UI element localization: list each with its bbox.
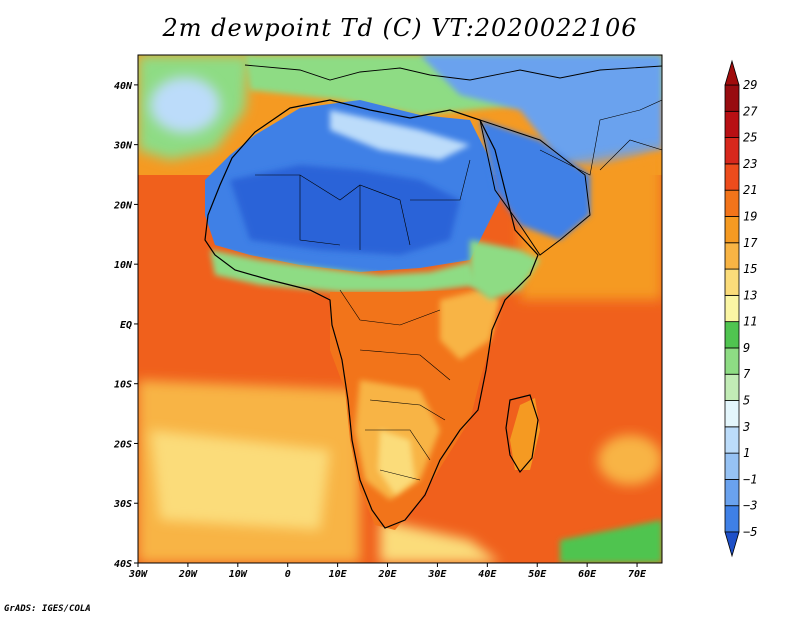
- east-africa-highlands: [440, 290, 500, 360]
- colorbar-swatch: [724, 137, 740, 165]
- colorbar-swatch: [724, 294, 740, 323]
- colorbar-level-label: 21: [743, 183, 757, 197]
- colorbar-level-label: 5: [743, 394, 750, 408]
- colorbar-swatch: [724, 189, 740, 217]
- lon-tick-label: 0: [285, 569, 291, 580]
- lat-tick-label: EQ: [120, 320, 132, 331]
- lat-tick-label: 10N: [114, 260, 133, 271]
- lat-tick-label: 30N: [113, 141, 133, 152]
- lat-tick-label: 20S: [113, 439, 132, 450]
- colorbar-swatch: [724, 347, 740, 375]
- colorbar-level-label: 1: [743, 446, 750, 460]
- colorbar-level-label: 27: [743, 104, 758, 118]
- lon-tick-label: 30E: [427, 569, 447, 580]
- colorbar-swatch: [724, 268, 740, 296]
- colorbar-swatch: [724, 321, 740, 349]
- colorbar-level-label: 29: [743, 78, 757, 92]
- lat-tick-label: 40S: [114, 559, 132, 570]
- lon-tick-label: 50E: [528, 569, 547, 580]
- arabia-coastline: [479, 119, 591, 256]
- colorbar-level-label: 17: [743, 236, 758, 250]
- lon-tick-label: 40E: [478, 569, 497, 580]
- country-borders: [255, 99, 662, 481]
- lon-tick-label: 60E: [578, 569, 597, 580]
- lon-tick-label: 20E: [377, 569, 397, 580]
- colorbar-swatch: [724, 163, 740, 191]
- colorbar-level-label: −3: [743, 499, 757, 513]
- lat-tick-label: 10S: [114, 380, 132, 391]
- colorbar-level-label: 23: [743, 157, 757, 171]
- colorbar-level-label: 11: [743, 315, 757, 329]
- arabia-dry-field: [480, 120, 590, 240]
- colorbar-swatch: [724, 110, 740, 138]
- map-frame: [137, 54, 663, 564]
- colorbar-swatch: [724, 479, 740, 507]
- europe-coastline: [244, 64, 662, 81]
- lon-tick-label: 10E: [329, 569, 348, 580]
- madagascar-coastline: [505, 394, 539, 474]
- colorbar-swatch: [724, 505, 740, 533]
- indian-ocean-eddy: [598, 435, 662, 485]
- ethiopia-highlands: [470, 240, 540, 300]
- north-atlantic-cyclone: [150, 77, 220, 133]
- south-atlantic-dry-patch: [150, 430, 330, 530]
- lat-tick-label: 40N: [114, 81, 133, 92]
- map-title: 2m dewpoint Td (C) VT:2020022106: [162, 14, 638, 42]
- colorbar-swatch: [724, 452, 740, 480]
- colorbar-swatch: [724, 400, 740, 428]
- colorbar-level-label: 15: [743, 262, 757, 276]
- colorbar-level-label: 9: [743, 341, 750, 355]
- lon-tick-label: 20W: [178, 569, 198, 580]
- colorbar-level-label: −1: [743, 472, 757, 486]
- axis-ticks: 30W 20W 10W 0 10E 20E 30E 40E 50E 60E 70E 40N 30N 20N…: [113, 81, 647, 580]
- lat-tick-label: 30S: [113, 499, 132, 510]
- lon-tick-label: 30W: [128, 569, 148, 580]
- colorbar-level-label: 3: [742, 420, 750, 434]
- lat-tick-label: 20N: [113, 200, 133, 211]
- colorbar-level-label: 13: [743, 288, 757, 302]
- grads-credit: GrADS: IGES/COLA: [4, 604, 91, 614]
- colorbar-level-label: 25: [743, 131, 757, 145]
- colorbar-high-arrow: [724, 59, 740, 86]
- colorbar-level-label: 7: [743, 367, 751, 381]
- colorbar-level-label: −5: [743, 525, 757, 539]
- near-east-dry-field: [420, 55, 662, 170]
- libya-egypt-light-band: [330, 110, 470, 160]
- colorbar-level-label: 19: [743, 209, 757, 223]
- colorbar-low-arrow: [724, 531, 740, 558]
- map-plot-area: [138, 55, 662, 563]
- colorbar-swatch: [724, 216, 740, 244]
- colorbar-swatch: [724, 373, 740, 401]
- kalahari-field: [378, 430, 415, 495]
- colorbar-swatch: [724, 426, 740, 454]
- colorbar-swatch: [724, 242, 740, 270]
- lon-tick-label: 10W: [229, 569, 248, 580]
- colorbar-swatch: [724, 84, 740, 112]
- africa-coastline: [204, 99, 539, 529]
- sahara-very-dry-core: [230, 165, 460, 255]
- cape-region-field: [380, 520, 500, 563]
- southern-ocean-field: [560, 520, 662, 563]
- lon-tick-label: 70E: [628, 569, 647, 580]
